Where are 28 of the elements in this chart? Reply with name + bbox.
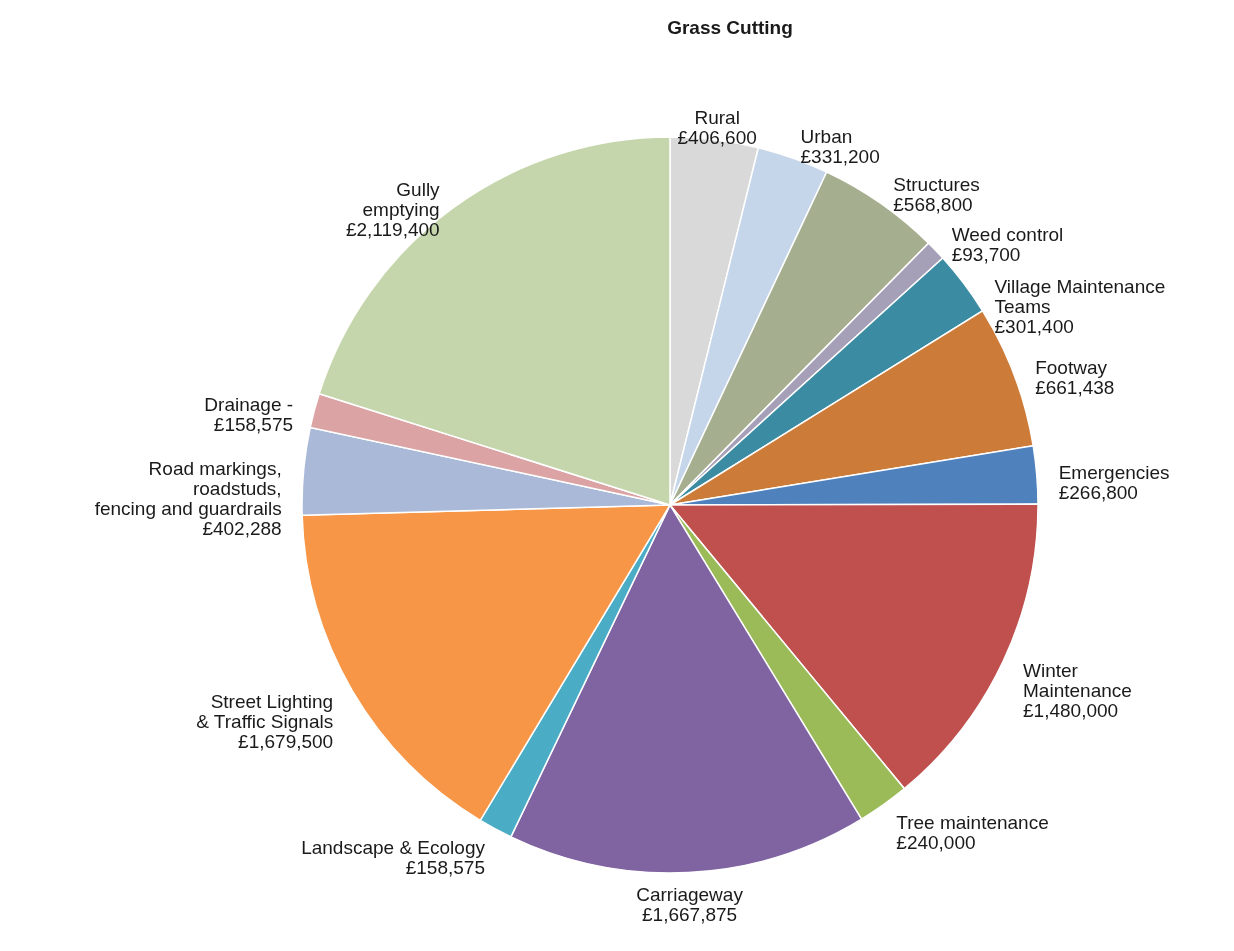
data-label: £568,800 — [893, 194, 973, 216]
data-label: £266,800 — [1058, 482, 1138, 504]
slice-label: Village Maintenance Teams — [994, 276, 1166, 318]
slice-label: Emergencies — [1058, 462, 1170, 484]
text: Grass Cutting — [667, 17, 793, 38]
data-label: £2,119,400 — [345, 219, 440, 241]
slice-label: Weed control — [951, 224, 1064, 246]
data-label: £331,200 — [800, 146, 880, 168]
slice-label: Carriageway — [636, 883, 744, 905]
data-label: £158,575 — [405, 857, 485, 879]
slice-label: Tree maintenance — [896, 811, 1049, 833]
data-label: £1,480,000 — [1023, 699, 1119, 721]
slice-label: Gully emptying — [362, 179, 441, 221]
slice-label: Winter Maintenance — [1023, 659, 1132, 701]
slice-label: Drainage - — [204, 393, 294, 415]
data-label: £402,288 — [202, 518, 282, 540]
data-label: £301,400 — [994, 316, 1074, 338]
data-label: £93,700 — [951, 244, 1021, 266]
slice-label: Rural — [694, 106, 740, 128]
slice-label: Footway — [1035, 357, 1108, 379]
slice-label: Urban — [800, 126, 853, 148]
data-label: £406,600 — [677, 126, 757, 148]
slice-label: Landscape & Ecology — [301, 837, 486, 859]
slice-label: Structures — [893, 174, 980, 196]
slice-label: Road markings, roadstuds, fencing and guardrails — [94, 458, 282, 520]
slice-label: Street Lighting & Traffic Signals — [196, 690, 334, 732]
data-label: £661,438 — [1035, 377, 1115, 399]
data-label: £240,000 — [896, 831, 976, 853]
